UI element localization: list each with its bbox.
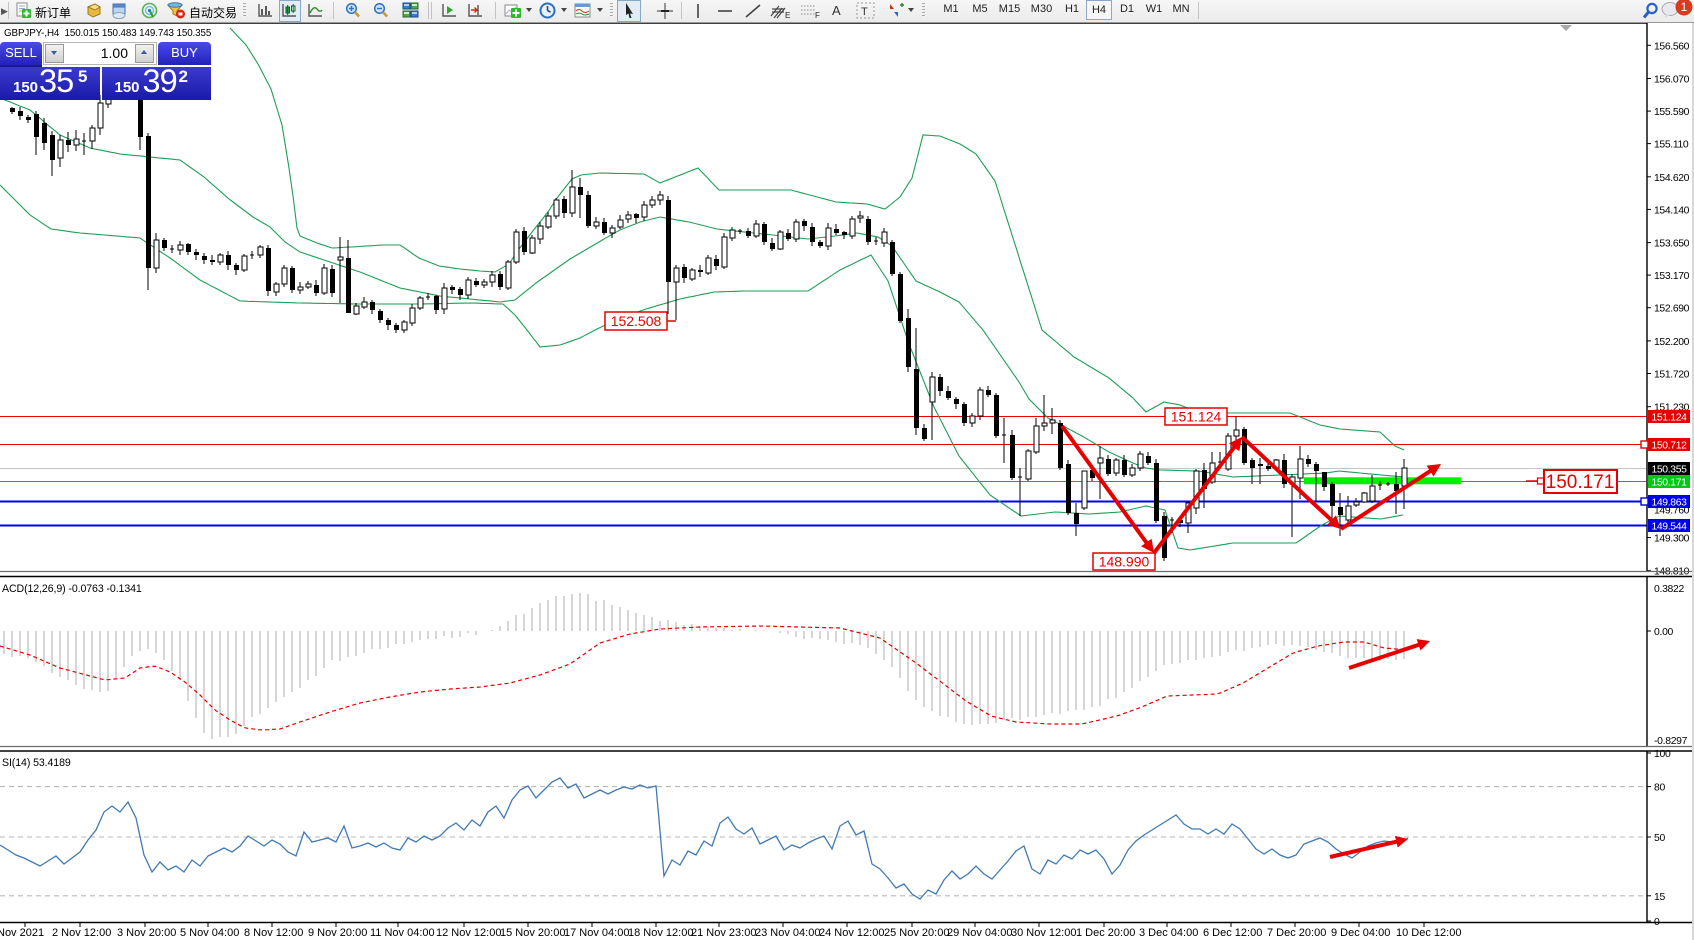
svg-text:150.355: 150.355 (1651, 465, 1687, 476)
svg-text:155.110: 155.110 (1654, 140, 1689, 151)
svg-text:150.171: 150.171 (1651, 478, 1687, 489)
svg-text:3 Nov 20:00: 3 Nov 20:00 (117, 927, 176, 939)
svg-text:1: 1 (1681, 0, 1688, 14)
svg-text:5 Nov 04:00: 5 Nov 04:00 (180, 927, 239, 939)
svg-text:7 Dec 20:00: 7 Dec 20:00 (1267, 927, 1326, 939)
svg-text:152.690: 152.690 (1654, 304, 1690, 315)
svg-text:151.124: 151.124 (1171, 409, 1222, 425)
svg-text:E: E (785, 11, 790, 20)
svg-text:100: 100 (1654, 749, 1671, 760)
svg-text:3 Dec 04:00: 3 Dec 04:00 (1139, 927, 1198, 939)
svg-text:18 Nov 12:00: 18 Nov 12:00 (628, 927, 693, 939)
svg-text:30 Nov 12:00: 30 Nov 12:00 (1011, 927, 1076, 939)
svg-text:10 Dec 12:00: 10 Dec 12:00 (1396, 927, 1461, 939)
svg-text:151.124: 151.124 (1651, 413, 1687, 424)
svg-text:153.170: 153.170 (1654, 271, 1690, 282)
svg-text:50: 50 (1654, 833, 1665, 844)
svg-text:F: F (815, 11, 820, 20)
svg-text:149.300: 149.300 (1654, 534, 1690, 545)
svg-text:149.863: 149.863 (1651, 498, 1687, 509)
svg-text:SI(14) 53.4189: SI(14) 53.4189 (2, 757, 71, 769)
svg-text:T: T (861, 6, 868, 18)
svg-text:148.990: 148.990 (1099, 554, 1150, 570)
svg-text:-0.8297: -0.8297 (1654, 736, 1688, 747)
svg-text:153.650: 153.650 (1654, 239, 1690, 250)
svg-text:21 Nov 23:00: 21 Nov 23:00 (691, 927, 756, 939)
svg-text:15 Nov 20:00: 15 Nov 20:00 (500, 927, 565, 939)
svg-text:GBPJPY-,H4 150.015 150.483 14: GBPJPY-,H4 150.015 150.483 149.743 150.3… (4, 28, 212, 39)
svg-text:152.200: 152.200 (1654, 337, 1690, 348)
svg-text:23 Nov 04:00: 23 Nov 04:00 (755, 927, 820, 939)
svg-text:154.140: 154.140 (1654, 205, 1690, 216)
svg-text:8 Nov 12:00: 8 Nov 12:00 (244, 927, 303, 939)
svg-text:148.810: 148.810 (1654, 567, 1690, 578)
svg-text:12 Nov 12:00: 12 Nov 12:00 (436, 927, 501, 939)
svg-text:2 Nov 12:00: 2 Nov 12:00 (52, 927, 111, 939)
svg-text:15: 15 (1654, 892, 1665, 903)
svg-text:156.560: 156.560 (1654, 41, 1690, 52)
svg-text:25 Nov 20:00: 25 Nov 20:00 (884, 927, 949, 939)
svg-text:ACD(12,26,9) -0.0763 -0.1341: ACD(12,26,9) -0.0763 -0.1341 (2, 583, 142, 595)
svg-text:156.070: 156.070 (1654, 75, 1690, 86)
svg-text:Nov 2021: Nov 2021 (0, 927, 44, 939)
svg-text:149.760: 149.760 (1654, 506, 1690, 517)
svg-text:24 Nov 12:00: 24 Nov 12:00 (819, 927, 884, 939)
svg-text:1 Dec 20:00: 1 Dec 20:00 (1076, 927, 1135, 939)
svg-text:154.620: 154.620 (1654, 173, 1690, 184)
svg-text:151.230: 151.230 (1654, 403, 1690, 414)
svg-text:6 Dec 12:00: 6 Dec 12:00 (1203, 927, 1262, 939)
svg-text:152.508: 152.508 (611, 313, 662, 329)
svg-text:150.171: 150.171 (1546, 472, 1615, 493)
svg-text:150.712: 150.712 (1651, 441, 1687, 452)
svg-text:155.590: 155.590 (1654, 107, 1690, 118)
svg-text:151.720: 151.720 (1654, 370, 1690, 381)
svg-text:11 Nov 04:00: 11 Nov 04:00 (370, 927, 435, 939)
svg-text:9 Nov 20:00: 9 Nov 20:00 (308, 927, 367, 939)
svg-text:17 Nov 04:00: 17 Nov 04:00 (564, 927, 629, 939)
svg-text:9 Dec 04:00: 9 Dec 04:00 (1331, 927, 1390, 939)
svg-text:0.3822: 0.3822 (1654, 584, 1685, 595)
svg-text:29 Nov 04:00: 29 Nov 04:00 (947, 927, 1012, 939)
svg-text:0.00: 0.00 (1654, 627, 1674, 638)
svg-text:149.544: 149.544 (1651, 522, 1687, 533)
svg-text:80: 80 (1654, 783, 1665, 794)
